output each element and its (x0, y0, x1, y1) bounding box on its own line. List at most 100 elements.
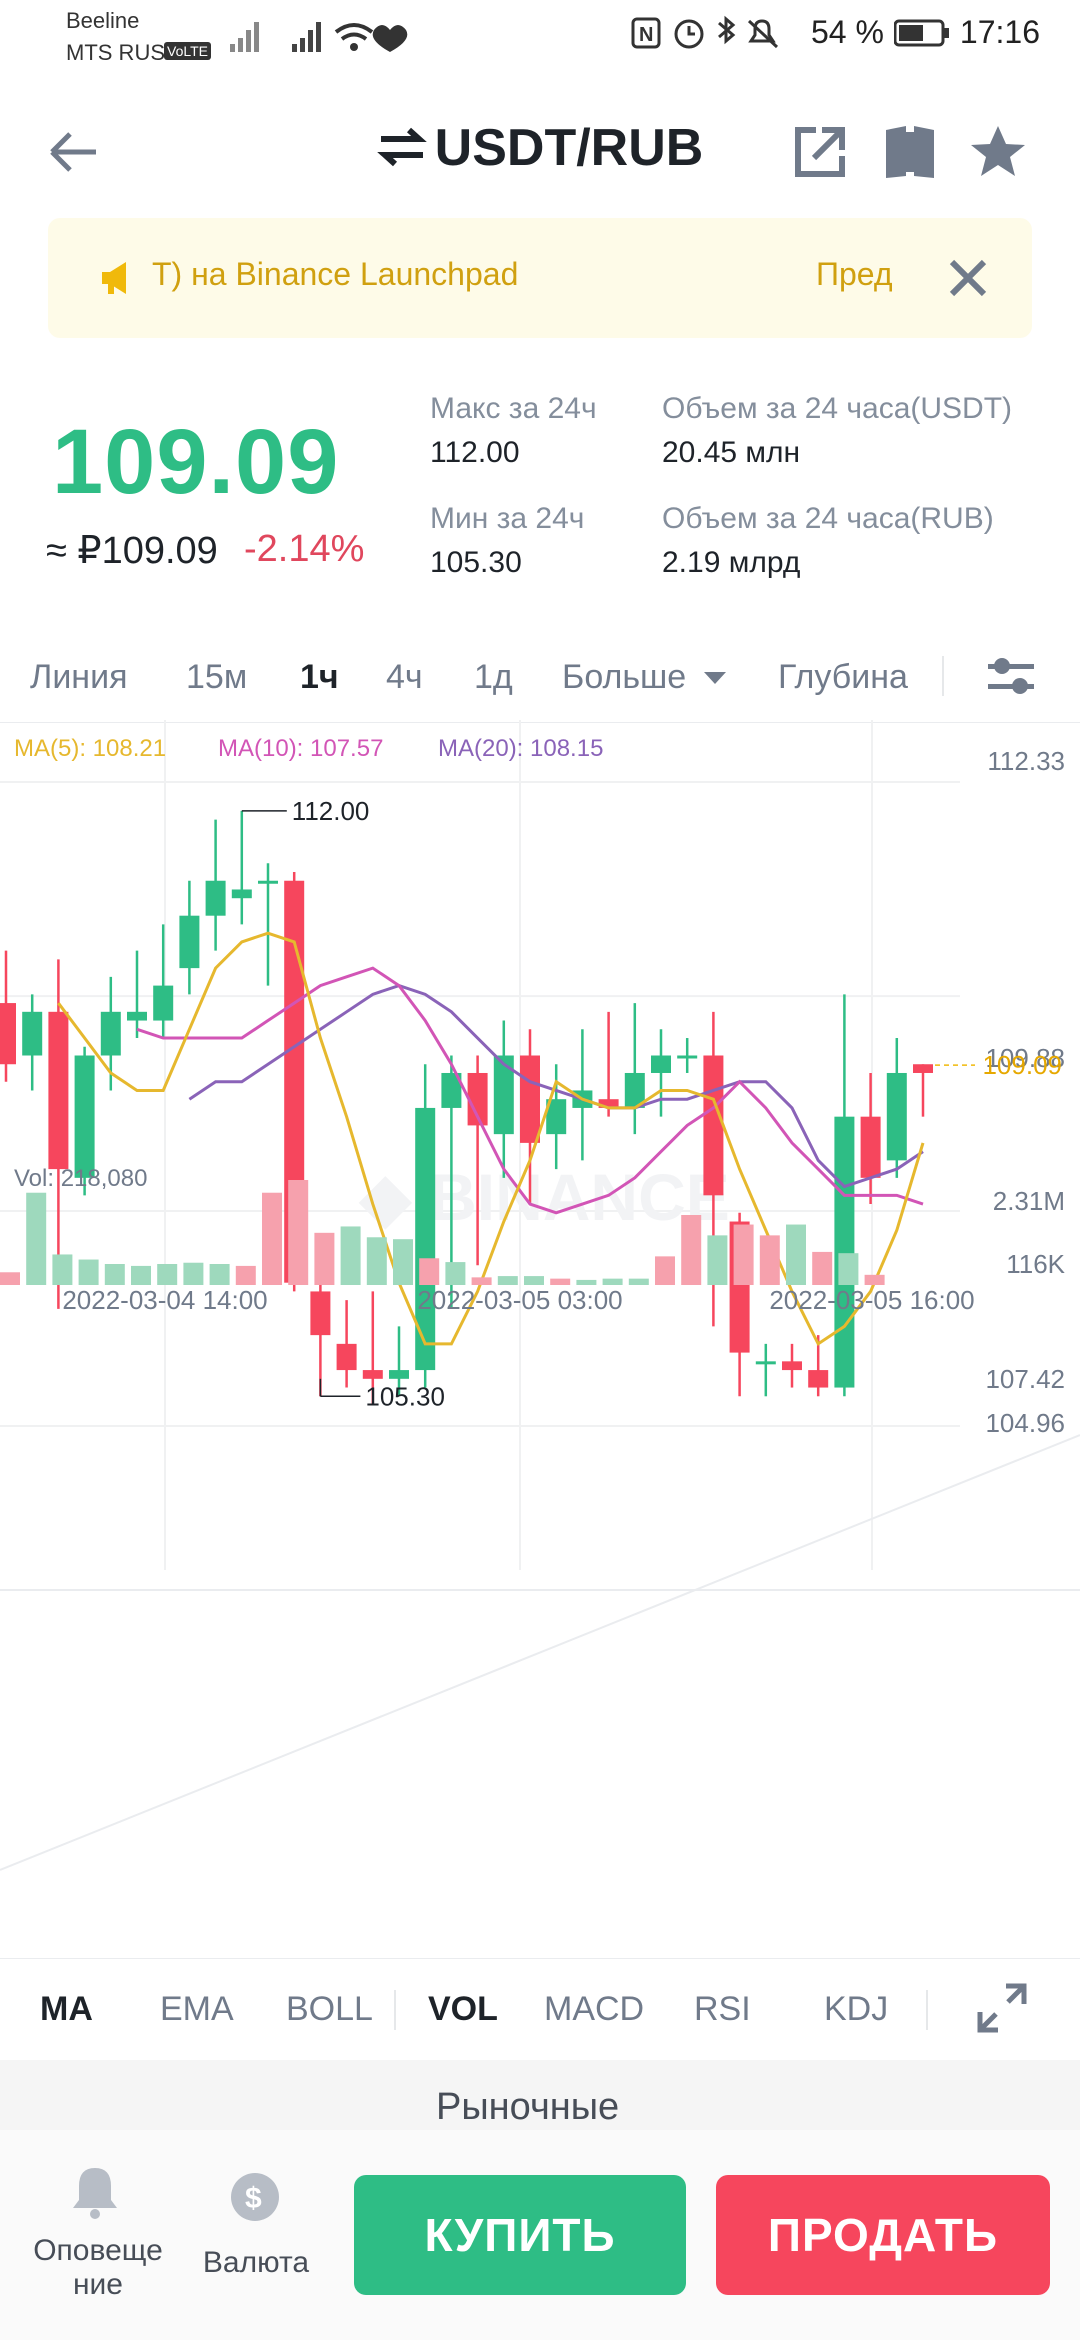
candle-body (100, 1011, 121, 1056)
x-tick-label: 2022-03-04 14:00 (62, 1285, 267, 1315)
ind-rsi[interactable]: RSI (694, 1990, 751, 2028)
volume-bar (759, 1235, 780, 1285)
volume-bar (183, 1262, 204, 1285)
candle-body (598, 1099, 619, 1108)
chart-grid (0, 720, 1080, 1871)
volume-bar (733, 1224, 754, 1285)
volume-bar (864, 1274, 885, 1285)
status-icons: N (631, 15, 779, 48)
market-tab-peek[interactable]: Рыночные (436, 2086, 620, 2128)
ma5-legend: MA(5): 108.21 (14, 735, 166, 762)
back-arrow-icon[interactable] (44, 122, 104, 182)
tab-more[interactable]: Больше (562, 658, 728, 697)
stat-vol-usdt-value: 20.45 млн (662, 436, 801, 469)
ma10-legend: MA(10): 107.57 (218, 735, 383, 762)
close-icon[interactable] (938, 248, 998, 308)
volume-bar (262, 1192, 282, 1285)
volume-bar (131, 1265, 151, 1285)
volume-bar (471, 1277, 492, 1285)
banner-text-next: Пред (816, 256, 893, 292)
volume-bar (52, 1254, 73, 1285)
buy-button[interactable]: КУПИТЬ (354, 2175, 686, 2295)
ind-divider (394, 1990, 396, 2030)
svg-text:$: $ (245, 2182, 262, 2215)
candle-body (153, 985, 174, 1021)
tab-4h[interactable]: 4ч (386, 658, 423, 696)
tab-depth[interactable]: Глубина (778, 658, 908, 696)
chart-labels: 112.33 109.88 107.42 104.96 109.09 112.00 105.… (62, 746, 1065, 1438)
stat-vol-usdt-label: Объем за 24 часа(USDT) (662, 392, 1013, 425)
carrier-1: Beeline (66, 8, 140, 33)
current-price-label: 109.09 (982, 1050, 1062, 1080)
volume-bar (26, 1192, 47, 1285)
vol-divider (0, 1434, 1080, 1871)
chart-top-divider (0, 722, 1080, 723)
volume-bar (838, 1253, 859, 1285)
swap-icon (376, 127, 427, 167)
tab-15m[interactable]: 15м (186, 658, 248, 696)
megaphone-icon (102, 262, 126, 294)
stat-high-value: 112.00 (430, 436, 520, 469)
volume-bars (0, 1180, 885, 1285)
y-tick-label: 112.33 (987, 746, 1065, 776)
bell-icon (73, 2168, 117, 2219)
candle-body (808, 1370, 829, 1388)
volume-bar (628, 1278, 649, 1285)
candle-body (651, 1055, 671, 1073)
tab-1h[interactable]: 1ч (300, 658, 339, 696)
settings-sliders-icon[interactable] (986, 652, 1036, 702)
share-icon[interactable] (788, 120, 852, 184)
volume-bar (78, 1259, 99, 1285)
alerts-button[interactable]: Оповеще ние (28, 2234, 168, 2302)
candle-body (362, 1370, 383, 1379)
candle-body (231, 889, 252, 899)
stat-vol-rub-value: 2.19 млрд (662, 546, 801, 579)
tab-line[interactable]: Линия (30, 658, 128, 696)
y-tick-label: 104.96 (985, 1408, 1065, 1438)
volume-bar (445, 1262, 466, 1285)
volume-bar (576, 1279, 597, 1285)
candle-body (415, 1107, 436, 1371)
tab-more-label: Больше (562, 658, 687, 696)
candle-body (336, 1343, 357, 1371)
x-tick-label: 2022-03-05 03:00 (417, 1285, 622, 1315)
banner-text: T) на Binance Launchpad (152, 256, 519, 292)
volume-bar (524, 1276, 544, 1285)
volume-bar (497, 1276, 518, 1285)
caret-down-icon (703, 672, 726, 684)
candle-body (441, 1072, 462, 1108)
clock: 17:16 (959, 14, 1040, 50)
ind-macd[interactable]: MACD (544, 1990, 645, 2028)
candle-body (74, 1055, 95, 1178)
ind-ema[interactable]: EMA (160, 1990, 234, 2028)
alerts-line-1: Оповеще (33, 2234, 163, 2267)
candle-body (258, 880, 278, 884)
sell-button[interactable]: ПРОДАТЬ (716, 2175, 1050, 2295)
volume-bar (235, 1265, 256, 1285)
ind-ma[interactable]: MA (40, 1990, 93, 2028)
candle-body (0, 1003, 16, 1065)
ind-kdj[interactable]: KDJ (824, 1990, 889, 2028)
volume-bar (786, 1224, 806, 1285)
book-icon[interactable] (878, 120, 942, 184)
indicator-divider (0, 1958, 1080, 1959)
candle-body (677, 1055, 698, 1059)
dollar-icon: $ (231, 2173, 279, 2221)
candlestick-chart[interactable]: ◆ BINANCE 112.33 109.88 107.42 104.96 109.09… (0, 720, 1080, 1950)
alerts-line-2: ние (72, 2268, 123, 2301)
volume-bar (393, 1239, 413, 1285)
star-icon[interactable] (966, 120, 1030, 184)
volume-bar (812, 1251, 833, 1285)
volume-bar (707, 1235, 728, 1285)
fullscreen-icon[interactable] (976, 1982, 1028, 2034)
ind-boll[interactable]: BOLL (286, 1990, 373, 2028)
candle-body (127, 1011, 147, 1021)
currency-button[interactable]: Валюта (202, 2246, 310, 2279)
tab-1d[interactable]: 1д (474, 658, 513, 696)
announcement-banner[interactable]: T) на Binance Launchpad Пред (48, 218, 1032, 338)
volte-badge: VoLTE (164, 42, 211, 60)
pair-title[interactable]: USDT/RUB (0, 118, 1080, 178)
sheet-gap (0, 2060, 1080, 2130)
ind-vol[interactable]: VOL (428, 1990, 498, 2028)
volume-bar (0, 1272, 20, 1285)
